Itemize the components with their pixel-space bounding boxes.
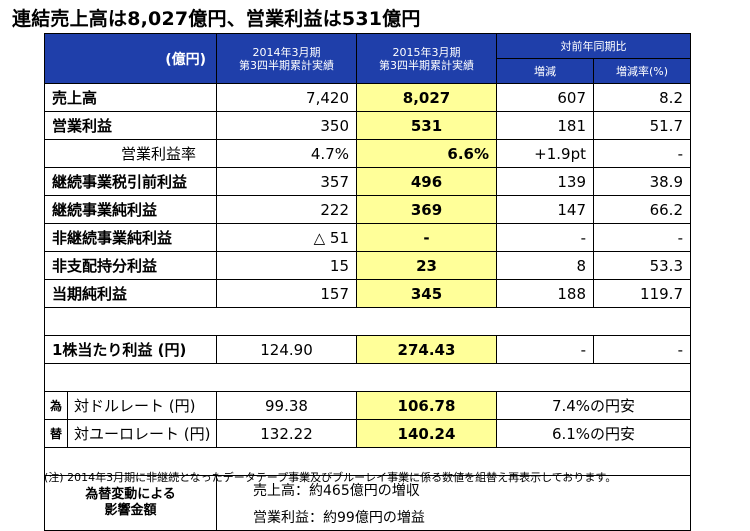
fx-usd-curr: 106.78 <box>356 391 497 420</box>
spacer-row <box>44 363 691 392</box>
table-row: 継続事業純利益 222 369 147 66.2 <box>44 195 691 224</box>
eps-curr: 274.43 <box>356 335 497 364</box>
rate-value: 51.7 <box>593 111 691 140</box>
curr-value: 23 <box>356 251 497 280</box>
rate-value: 8.2 <box>593 83 691 112</box>
eps-row: 1株当たり利益 (円) 124.90 274.43 - - <box>44 335 691 364</box>
rate-value: - <box>593 139 691 168</box>
fy2014-header-line1: 2014年3月期 <box>252 45 321 59</box>
row-label: 営業利益 <box>44 111 217 140</box>
fy2015-header: 2015年3月期 第3四半期累計実績 <box>356 33 497 84</box>
row-label: 非支配持分利益 <box>44 251 217 280</box>
change-value: - <box>496 223 594 252</box>
prev-value: 7,420 <box>216 83 357 112</box>
curr-value: - <box>356 223 497 252</box>
fx-eur-label-cell: 替 対ユーロレート (円) <box>44 419 217 448</box>
prev-value: 222 <box>216 195 357 224</box>
change-value: 139 <box>496 167 594 196</box>
rate-value: 119.7 <box>593 279 691 308</box>
page-title: 連結売上高は8,027億円、営業利益は531億円 <box>12 8 421 30</box>
rate-value: 66.2 <box>593 195 691 224</box>
curr-value: 8,027 <box>356 83 497 112</box>
prev-value: 350 <box>216 111 357 140</box>
fy2015-header-line2: 第3四半期累計実績 <box>379 58 474 72</box>
curr-value: 6.6% <box>356 139 497 168</box>
change-value: 181 <box>496 111 594 140</box>
financial-table: (億円) 2014年3月期 第3四半期累計実績 2015年3月期 第3四半期累計… <box>44 33 691 531</box>
fy2014-header: 2014年3月期 第3四半期累計実績 <box>216 33 357 84</box>
footnote: (注) 2014年3月期に非継続となったデータテープ事業及びブルーレイ事業に係る… <box>44 471 617 484</box>
fy2014-header-line2: 第3四半期累計実績 <box>239 58 334 72</box>
row-label: 継続事業純利益 <box>44 195 217 224</box>
table-row: 継続事業税引前利益 357 496 139 38.9 <box>44 167 691 196</box>
eps-prev: 124.90 <box>216 335 357 364</box>
fx-eur-prev: 132.22 <box>216 419 357 448</box>
rate-value: 38.9 <box>593 167 691 196</box>
curr-value: 369 <box>356 195 497 224</box>
fx-eur-curr: 140.24 <box>356 419 497 448</box>
spacer-cell <box>44 363 691 392</box>
yoy-header: 対前年同期比 <box>496 33 691 59</box>
row-label: 営業利益率 <box>44 139 217 168</box>
spacer-cell <box>44 307 691 336</box>
impact-label-line2: 影響金額 <box>104 503 157 518</box>
spacer-cell <box>44 447 691 476</box>
table-row: 非継続事業純利益 △ 51 - - - <box>44 223 691 252</box>
change-header: 増減 <box>496 58 594 84</box>
table-row: 営業利益率 4.7% 6.6% +1.9pt - <box>44 139 691 168</box>
fx-eur-row: 替 対ユーロレート (円) 132.22 140.24 6.1%の円安 <box>44 419 691 448</box>
curr-value: 531 <box>356 111 497 140</box>
fx-tag-top: 為 <box>46 392 68 419</box>
fx-usd-note: 7.4%の円安 <box>496 391 691 420</box>
row-label: 継続事業税引前利益 <box>44 167 217 196</box>
spacer-row <box>44 447 691 476</box>
fx-usd-label: 対ドルレート (円) <box>74 397 196 415</box>
curr-value: 345 <box>356 279 497 308</box>
prev-value: 15 <box>216 251 357 280</box>
change-value: 188 <box>496 279 594 308</box>
prev-value: 4.7% <box>216 139 357 168</box>
change-value: 8 <box>496 251 594 280</box>
fx-usd-prev: 99.38 <box>216 391 357 420</box>
header-row-1: (億円) 2014年3月期 第3四半期累計実績 2015年3月期 第3四半期累計… <box>44 33 691 84</box>
fx-eur-note: 6.1%の円安 <box>496 419 691 448</box>
eps-change: - <box>496 335 594 364</box>
fx-usd-label-cell: 為 対ドルレート (円) <box>44 391 217 420</box>
impact-op: 営業利益：約99億円の増益 <box>216 503 691 531</box>
fy2015-header-line1: 2015年3月期 <box>392 45 461 59</box>
table-row: 非支配持分利益 15 23 8 53.3 <box>44 251 691 280</box>
table-row: 営業利益 350 531 181 51.7 <box>44 111 691 140</box>
change-value: +1.9pt <box>496 139 594 168</box>
change-value: 607 <box>496 83 594 112</box>
change-rate-header: 増減率(%) <box>593 58 691 84</box>
eps-rate: - <box>593 335 691 364</box>
header-row-2: 増減 増減率(%) <box>45 58 691 84</box>
change-value: 147 <box>496 195 594 224</box>
table-row: 売上高 7,420 8,027 607 8.2 <box>44 83 691 112</box>
fx-tag-bottom: 替 <box>46 420 68 447</box>
unit-header: (億円) <box>44 33 217 84</box>
row-label: 売上高 <box>44 83 217 112</box>
prev-value: 357 <box>216 167 357 196</box>
table-row: 当期純利益 157 345 188 119.7 <box>44 279 691 308</box>
row-label: 非継続事業純利益 <box>44 223 217 252</box>
rate-value: 53.3 <box>593 251 691 280</box>
fx-eur-label: 対ユーロレート (円) <box>74 425 211 443</box>
spacer-row <box>44 307 691 336</box>
rate-value: - <box>593 223 691 252</box>
curr-value: 496 <box>356 167 497 196</box>
impact-label-line1: 為替変動による <box>85 487 176 502</box>
prev-value: 157 <box>216 279 357 308</box>
row-label: 当期純利益 <box>44 279 217 308</box>
eps-label: 1株当たり利益 (円) <box>44 335 217 364</box>
prev-value: △ 51 <box>216 223 357 252</box>
fx-usd-row: 為 対ドルレート (円) 99.38 106.78 7.4%の円安 <box>44 391 691 420</box>
